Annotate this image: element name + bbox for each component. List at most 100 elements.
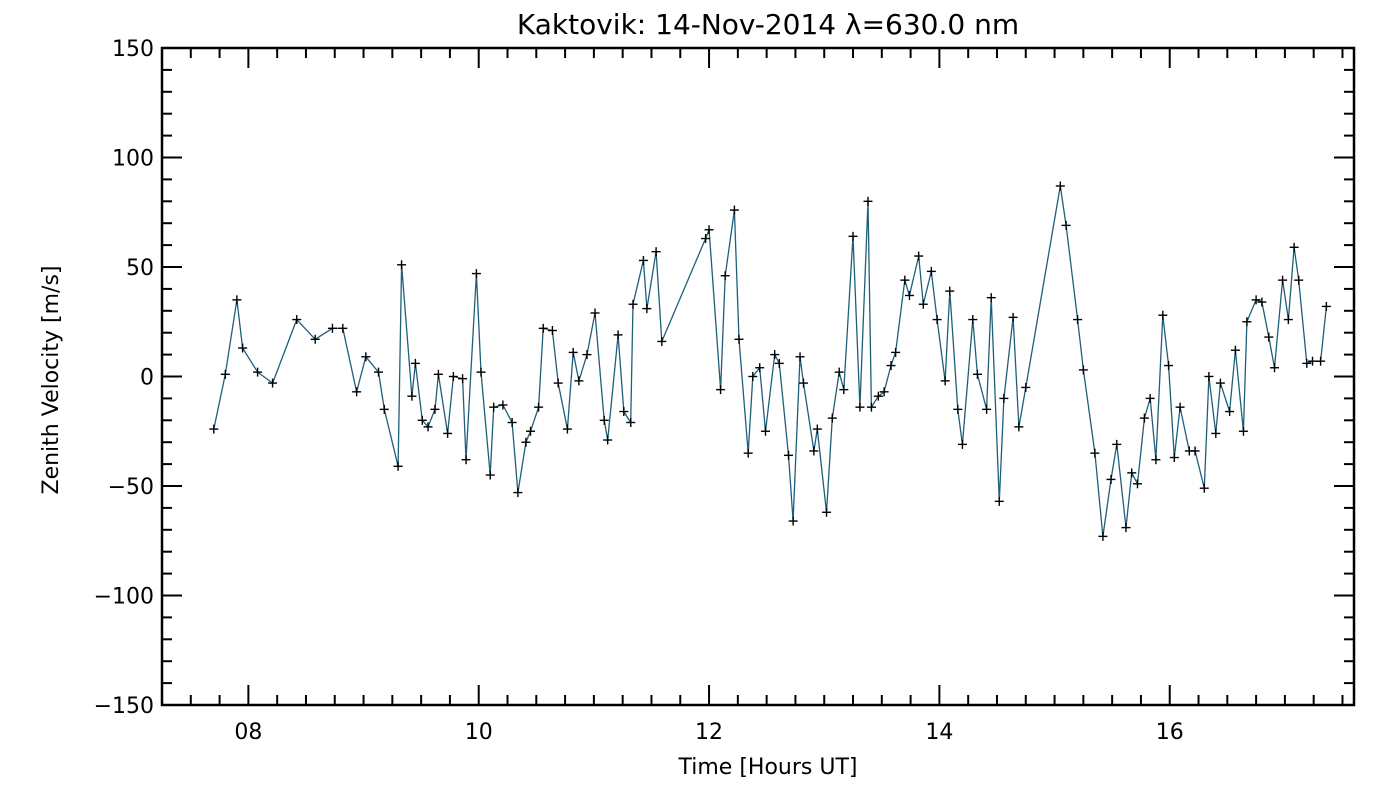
data-point (701, 234, 710, 243)
data-point (209, 425, 218, 434)
data-point (1252, 295, 1261, 304)
data-point (999, 394, 1008, 403)
data-point (863, 197, 872, 206)
data-point (867, 403, 876, 412)
y-tick-label: −50 (108, 475, 154, 500)
data-point (775, 359, 784, 368)
data-point (338, 324, 347, 333)
data-point (657, 337, 666, 346)
data-point (449, 372, 458, 381)
data-point (443, 429, 452, 438)
data-point (434, 370, 443, 379)
data-point (221, 370, 230, 379)
data-point (1231, 346, 1240, 355)
data-point (411, 359, 420, 368)
data-point (1239, 427, 1248, 436)
data-point (486, 471, 495, 480)
data-point (835, 368, 844, 377)
data-point (472, 269, 481, 278)
data-point (563, 425, 572, 434)
data-point (1146, 394, 1155, 403)
data-point (900, 276, 909, 285)
data-point (498, 400, 507, 409)
data-point (839, 385, 848, 394)
data-point (521, 438, 530, 447)
data-point (855, 403, 864, 412)
data-point (600, 416, 609, 425)
x-tick-label: 16 (1156, 720, 1184, 745)
data-point (397, 260, 406, 269)
data-point (982, 405, 991, 414)
x-tick-label: 12 (695, 720, 723, 745)
data-point (813, 425, 822, 434)
data-point (554, 379, 563, 388)
data-point (1098, 532, 1107, 541)
data-point (796, 352, 805, 361)
data-point (761, 427, 770, 436)
data-point (1073, 315, 1082, 324)
data-point (1106, 475, 1115, 484)
y-tick-label: 50 (126, 256, 154, 281)
data-point (407, 392, 416, 401)
data-point (953, 405, 962, 414)
data-point (1127, 468, 1136, 477)
data-point (973, 370, 982, 379)
data-point (458, 374, 467, 383)
data-point (1090, 449, 1099, 458)
data-point (642, 304, 651, 313)
data-point (1056, 181, 1065, 190)
y-tick-label: 100 (112, 147, 154, 172)
data-point (1308, 357, 1317, 366)
data-point (1133, 479, 1142, 488)
data-point (1079, 365, 1088, 374)
data-point (933, 315, 942, 324)
data-point (1294, 276, 1303, 285)
axes: −150 −100 −50 0 50 100 150 08 10 12 14 16 (94, 37, 1354, 745)
data-point (891, 348, 900, 357)
data-point (574, 376, 583, 385)
chart-title: Kaktovik: 14-Nov-2014 λ=630.0 nm (517, 8, 1019, 41)
data-point (352, 387, 361, 396)
data-point (1225, 407, 1234, 416)
data-point (508, 418, 517, 427)
data-point (905, 291, 914, 300)
data-point (809, 446, 818, 455)
data-series (209, 181, 1331, 540)
data-point (1062, 221, 1071, 230)
data-point (919, 300, 928, 309)
data-point (1316, 357, 1325, 366)
data-point (1164, 361, 1173, 370)
data-point (1216, 379, 1225, 388)
y-tick-label: −150 (94, 694, 154, 719)
data-point (614, 330, 623, 339)
data-point (539, 324, 548, 333)
data-point (513, 488, 522, 497)
data-point (1270, 363, 1279, 372)
y-tick-label: −100 (94, 585, 154, 610)
data-point (1191, 446, 1200, 455)
data-point (639, 256, 648, 265)
data-point (268, 379, 277, 388)
x-tick-label: 10 (465, 720, 493, 745)
data-point (328, 324, 337, 333)
data-point (1121, 523, 1130, 532)
y-axis-label: Zenith Velocity [m/s] (39, 266, 64, 495)
data-point (652, 247, 661, 256)
x-tick-label: 14 (925, 720, 953, 745)
data-point (987, 293, 996, 302)
data-point (705, 225, 714, 234)
data-point (914, 252, 923, 261)
y-tick-label: 0 (140, 366, 154, 391)
series-line (214, 186, 1327, 536)
data-point (626, 418, 635, 427)
data-point (1204, 372, 1213, 381)
data-point (629, 300, 638, 309)
data-point (430, 405, 439, 414)
data-point (730, 206, 739, 215)
data-point (995, 497, 1004, 506)
data-point (1200, 484, 1209, 493)
data-point (1211, 429, 1220, 438)
data-point (1151, 455, 1160, 464)
data-point (1322, 302, 1331, 311)
